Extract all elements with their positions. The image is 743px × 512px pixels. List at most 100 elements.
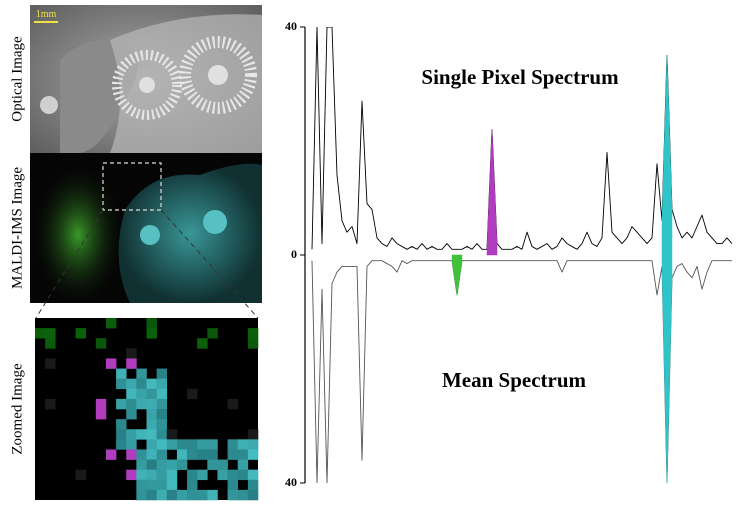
pixel — [247, 338, 259, 349]
pixel — [217, 459, 228, 470]
pixel — [187, 489, 198, 501]
pixel — [247, 429, 259, 440]
pixel — [116, 439, 127, 450]
pixel — [35, 328, 46, 339]
pixel — [197, 489, 208, 501]
pixel — [126, 429, 137, 440]
pixel — [156, 388, 168, 400]
pixel — [237, 449, 249, 460]
annotation: Mean Spectrum — [442, 368, 587, 392]
pixel — [45, 338, 56, 349]
pixel — [136, 459, 147, 470]
pixel — [126, 409, 137, 420]
pixel — [136, 368, 147, 379]
pixel — [146, 328, 157, 339]
pixel — [45, 398, 56, 410]
pixel — [146, 318, 157, 329]
peak-area — [451, 254, 463, 296]
pixel — [227, 489, 239, 501]
pixel — [227, 398, 239, 410]
pixel — [136, 398, 147, 410]
pixel — [136, 378, 147, 390]
pixel — [156, 368, 168, 379]
pixel — [227, 469, 239, 481]
pixel — [146, 479, 157, 491]
panel-label: MALDI-IMS Image — [9, 167, 25, 289]
pixel — [116, 378, 127, 390]
pixel — [166, 489, 178, 501]
pixel — [156, 489, 168, 501]
pixel — [176, 489, 188, 501]
pixel — [116, 368, 127, 379]
optical-image: 1mm — [30, 5, 262, 153]
pixel — [207, 328, 218, 339]
pixel — [197, 469, 208, 481]
pixel — [227, 479, 239, 491]
peak-area — [661, 254, 673, 483]
y-tick-label: 40 — [285, 475, 297, 489]
pixel — [45, 358, 56, 369]
pixel — [227, 449, 239, 460]
pixel — [237, 469, 249, 481]
pixel — [227, 439, 239, 450]
pixel — [126, 439, 137, 450]
pixel — [187, 449, 198, 460]
pixel — [207, 449, 218, 460]
pixel — [136, 449, 147, 460]
pixel — [156, 398, 168, 410]
pixel — [45, 328, 56, 339]
pixel — [126, 348, 137, 359]
pixel — [156, 459, 168, 470]
pixel — [187, 479, 198, 491]
pixel — [237, 489, 249, 501]
pixel — [247, 479, 259, 491]
pixel — [166, 459, 178, 470]
pixel — [207, 489, 218, 501]
pixel — [146, 439, 157, 450]
pixel — [247, 469, 259, 481]
pixel — [197, 439, 208, 450]
pixel — [197, 338, 208, 349]
plot-area — [311, 27, 733, 483]
pixel — [105, 318, 117, 329]
panel-label: Zoomed Image — [9, 363, 25, 455]
pixel — [217, 469, 228, 481]
pixel — [136, 429, 147, 440]
pixel — [146, 429, 157, 440]
pixel — [136, 479, 147, 491]
pixel — [95, 398, 107, 410]
pixel — [207, 459, 218, 470]
pixel — [156, 409, 168, 420]
pixel — [146, 469, 157, 481]
pixel — [166, 439, 178, 450]
pixel — [126, 398, 137, 410]
pixel — [156, 419, 168, 430]
pixel — [146, 409, 157, 420]
y-tick-label: 40 — [285, 19, 297, 33]
y-tick-label: 0 — [291, 247, 297, 261]
pixel — [187, 469, 198, 481]
pixel — [187, 439, 198, 450]
pixel — [247, 449, 259, 460]
pixel — [247, 328, 259, 339]
pixel — [126, 378, 137, 390]
maldi-image — [30, 153, 262, 303]
pixel — [116, 419, 127, 430]
pixel — [247, 439, 259, 450]
pixel — [176, 439, 188, 450]
pixel — [75, 469, 86, 481]
pixel — [166, 479, 178, 491]
pixel — [156, 429, 168, 440]
pixel — [176, 449, 188, 460]
pixel — [187, 388, 198, 400]
panel-label: Optical Image — [9, 36, 25, 122]
pixel — [146, 398, 157, 410]
pixel — [105, 449, 117, 460]
pixel — [126, 469, 137, 481]
pixel — [237, 459, 249, 470]
pixel — [156, 378, 168, 390]
pixel — [136, 388, 147, 400]
pixel — [116, 398, 127, 410]
annotation: Single Pixel Spectrum — [421, 65, 619, 89]
